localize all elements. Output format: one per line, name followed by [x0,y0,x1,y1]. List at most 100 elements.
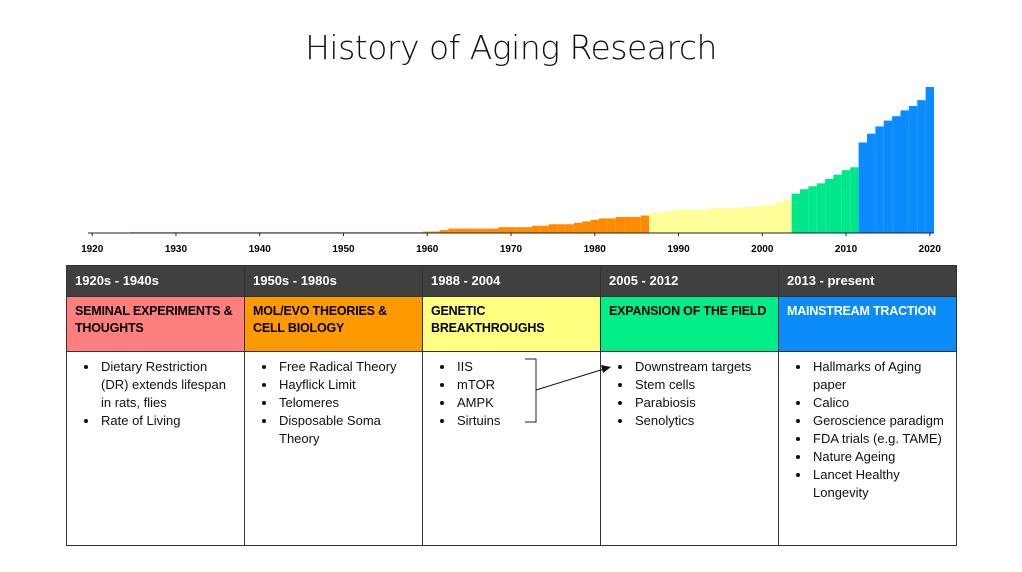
bar [624,216,633,233]
bar [590,219,599,233]
table-column: 1920s - 1940s SEMINAL EXPERIMENTS & THOUG… [67,266,244,545]
bar [791,193,800,233]
item-list: Hallmarks of Aging paperCalicoGeroscienc… [779,352,956,502]
slide-title: History of Aging Research [305,28,717,67]
category-header: GENETIC BREAKTHROUGHS [423,297,600,352]
x-tick-label: 1980 [584,244,607,255]
bar [640,215,650,233]
bar [665,211,675,233]
item-list: Downstream targetsStem cellsParabiosisSe… [601,352,778,430]
bar [448,228,457,233]
list-item: Rate of Living [99,412,238,430]
list-item: Dietary Restriction (DR) extends lifespa… [99,358,238,412]
bar [456,228,465,233]
category-header: SEMINAL EXPERIMENTS & THOUGHTS [67,297,244,352]
list-item: FDA trials (e.g. TAME) [811,430,950,448]
list-item: Downstream targets [633,358,772,376]
period-header: 2013 - present [779,266,956,297]
bar [925,87,934,233]
category-header: MOL/EVO THEORIES & CELL BIOLOGY [245,297,422,352]
bar [674,209,683,233]
bar [490,228,499,233]
list-item: Calico [811,394,950,412]
bar [531,225,541,233]
bar [515,227,524,233]
bar [523,227,532,233]
chart: 1920 1930 1940 1950 1960 1970 1980 1990 2000 2010… [81,87,942,255]
bar [691,209,700,233]
bar [808,186,817,233]
list-item: Lancet Healthy Longevity [811,466,950,502]
bar [557,224,566,233]
bar [917,100,926,233]
bar [632,216,641,233]
list-item: Senolytics [633,412,772,430]
bar [799,189,809,233]
bar [582,221,591,233]
period-header: 2005 - 2012 [601,266,778,297]
bar [883,120,893,233]
bar [607,218,616,233]
list-item: Sirtuins [455,412,594,430]
bar [724,208,733,233]
bar [766,205,775,233]
list-item: Telomeres [277,394,416,412]
list-item: Nature Ageing [811,448,950,466]
bar [875,126,884,233]
bar [850,167,859,233]
bar [749,206,759,233]
bar [431,231,440,233]
bar [783,199,792,233]
bar [423,231,432,233]
category-header: EXPANSION OF THE FIELD [601,297,778,352]
bar [439,230,449,233]
table-column: 1950s - 1980s MOL/EVO THEORIES & CELL BIO… [244,266,422,545]
bar [498,227,507,233]
timeline-table: 1920s - 1940s SEMINAL EXPERIMENTS & THOUG… [66,265,957,546]
list-item: Hallmarks of Aging paper [811,358,950,394]
bar [841,170,851,233]
bar [506,227,516,233]
list-item: AMPK [455,394,594,412]
x-tick-label: 1990 [667,244,690,255]
bar [816,183,826,233]
bar [464,228,474,233]
x-tick-label: 1930 [165,244,188,255]
list-item: Free Radical Theory [277,358,416,376]
bar [682,209,692,233]
bar [649,212,658,233]
bar [615,216,625,233]
bar [548,224,558,233]
x-tick-label: 2010 [835,244,858,255]
list-item: Hayflick Limit [277,376,416,394]
item-list: Dietary Restriction (DR) extends lifespa… [67,352,244,430]
bar [825,178,834,233]
bar [707,208,717,233]
period-header: 1988 - 2004 [423,266,600,297]
bar [657,212,666,233]
list-item: Geroscience paradigm [811,412,950,430]
bar [758,205,767,233]
bar [892,116,901,233]
bar [699,209,708,233]
bar [573,222,583,233]
category-header: MAINSTREAM TRACTION [779,297,956,352]
item-list: IISmTORAMPKSirtuins [423,352,600,430]
list-item: Stem cells [633,376,772,394]
bar [866,133,876,233]
list-item: IIS [455,358,594,376]
bar [774,202,784,233]
bar [473,228,482,233]
x-tick-label: 2020 [919,244,942,255]
bar [833,174,842,233]
bar [741,206,750,233]
item-list: Free Radical TheoryHayflick LimitTelomer… [245,352,422,448]
list-item: Disposable Soma Theory [277,412,416,448]
x-tick-label: 1970 [500,244,523,255]
x-tick-label: 1950 [332,244,355,255]
bar [481,228,491,233]
